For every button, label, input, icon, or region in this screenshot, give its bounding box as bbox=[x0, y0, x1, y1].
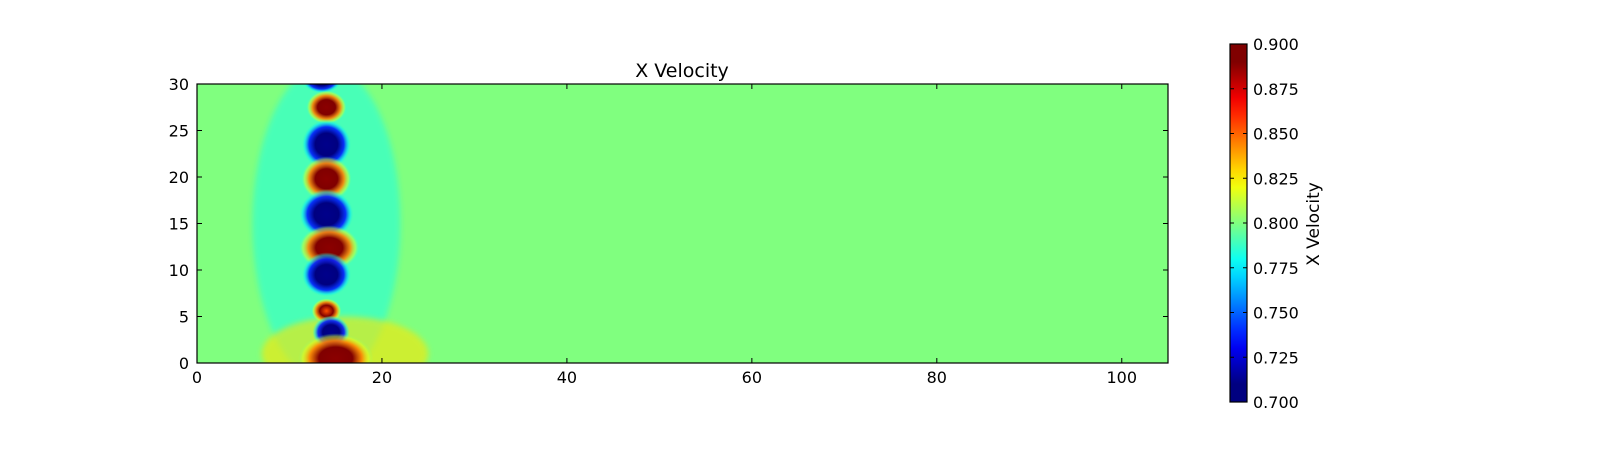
y-tick-label: 5 bbox=[179, 308, 189, 327]
x-tick-label: 40 bbox=[557, 368, 577, 387]
x-tick-label: 20 bbox=[372, 368, 392, 387]
colorbar-tick-label: 0.875 bbox=[1253, 80, 1299, 99]
colorbar-tick-label: 0.750 bbox=[1253, 304, 1299, 323]
high-velocity-blob bbox=[306, 90, 347, 124]
colorbar-gradient bbox=[1230, 44, 1247, 402]
high-velocity-blob bbox=[301, 156, 352, 202]
y-axis: 0 5 10 15 20 25 30 bbox=[169, 75, 1168, 373]
high-velocity-blob bbox=[298, 333, 374, 363]
y-tick-label: 0 bbox=[179, 354, 189, 373]
y-tick-label: 30 bbox=[169, 75, 189, 94]
colorbar-tick-label: 0.825 bbox=[1253, 169, 1299, 188]
x-axis: 0 20 40 60 80 100 bbox=[192, 84, 1137, 387]
colorbar-tick-label: 0.800 bbox=[1253, 214, 1299, 233]
x-tick-label: 0 bbox=[192, 368, 202, 387]
chart-title: X Velocity bbox=[635, 60, 729, 82]
x-tick-label: 80 bbox=[927, 368, 947, 387]
low-velocity-blob bbox=[301, 119, 352, 170]
x-tick-label: 60 bbox=[742, 368, 762, 387]
colorbar-tick-label: 0.775 bbox=[1253, 259, 1299, 278]
colorbar-label: X Velocity bbox=[1304, 182, 1324, 266]
plot-area bbox=[196, 83, 1169, 364]
low-velocity-blob bbox=[301, 252, 352, 297]
colorbar-ticks: 0.700 0.725 0.750 0.775 0.800 0.825 0.850 0.875… bbox=[1230, 35, 1299, 412]
colorbar-tick-label: 0.850 bbox=[1253, 125, 1299, 144]
heatmap-features bbox=[252, 84, 429, 363]
low-velocity-blob bbox=[303, 84, 341, 94]
y-tick-label: 20 bbox=[169, 168, 189, 187]
y-tick-label: 15 bbox=[169, 215, 189, 234]
colorbar: 0.700 0.725 0.750 0.775 0.800 0.825 0.850 0.875… bbox=[1229, 35, 1324, 412]
y-tick-label: 10 bbox=[169, 261, 189, 280]
colorbar-tick-label: 0.700 bbox=[1253, 393, 1299, 412]
colorbar-tick-label: 0.725 bbox=[1253, 348, 1299, 367]
y-tick-label: 25 bbox=[169, 122, 189, 141]
low-velocity-blob bbox=[299, 189, 354, 240]
x-tick-label: 100 bbox=[1106, 368, 1137, 387]
colorbar-tick-label: 0.900 bbox=[1253, 35, 1299, 54]
